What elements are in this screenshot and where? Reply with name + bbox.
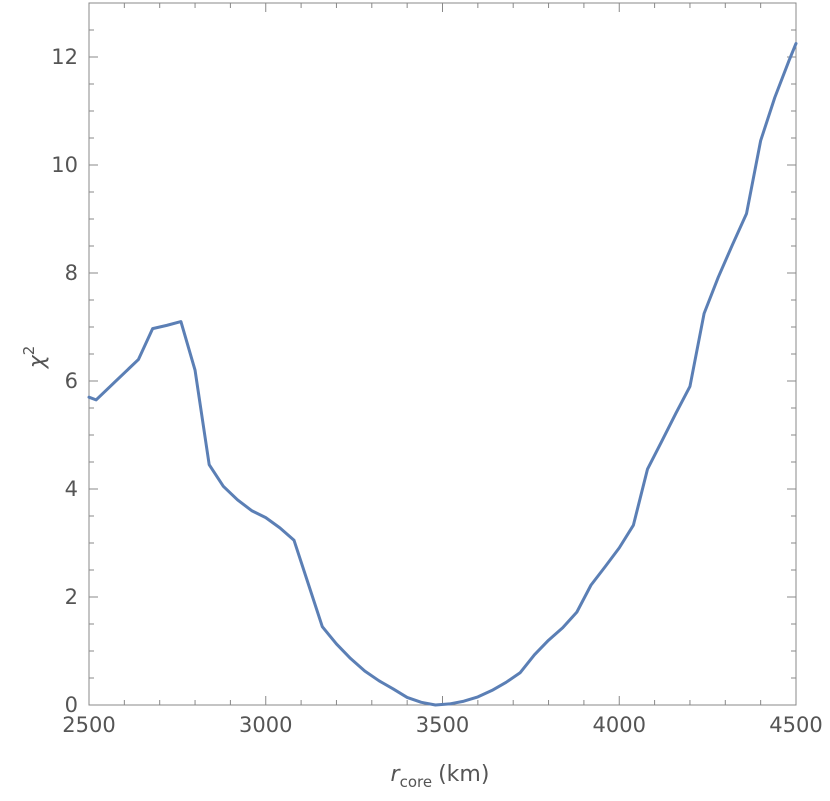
plot-frame xyxy=(88,2,797,706)
y-tick-label: 2 xyxy=(65,585,78,609)
x-tick-label: 2500 xyxy=(62,713,115,737)
y-tick-label: 0 xyxy=(65,693,78,717)
y-tick-labels: 0 2 4 6 8 10 12 xyxy=(51,45,78,717)
y-tick-label: 10 xyxy=(51,153,78,177)
y-tick-label: 8 xyxy=(65,261,78,285)
y-axis-label: χ2 xyxy=(20,346,50,370)
series-line xyxy=(87,42,798,707)
y-tick-label: 6 xyxy=(65,369,78,393)
series-layer xyxy=(87,42,798,707)
x-tick-label: 4000 xyxy=(593,713,646,737)
x-tick-label: 4500 xyxy=(769,713,822,737)
x-tick-label: 3500 xyxy=(416,713,469,737)
x-tick-labels: 2500 3000 3500 4000 4500 xyxy=(62,713,822,737)
y-tick-label: 4 xyxy=(65,477,78,501)
axis-ticks xyxy=(88,2,797,706)
x-axis-label: rcore (km) xyxy=(391,762,490,791)
y-tick-label: 12 xyxy=(51,45,78,69)
x-tick-label: 3000 xyxy=(239,713,292,737)
plot-border xyxy=(88,2,797,706)
